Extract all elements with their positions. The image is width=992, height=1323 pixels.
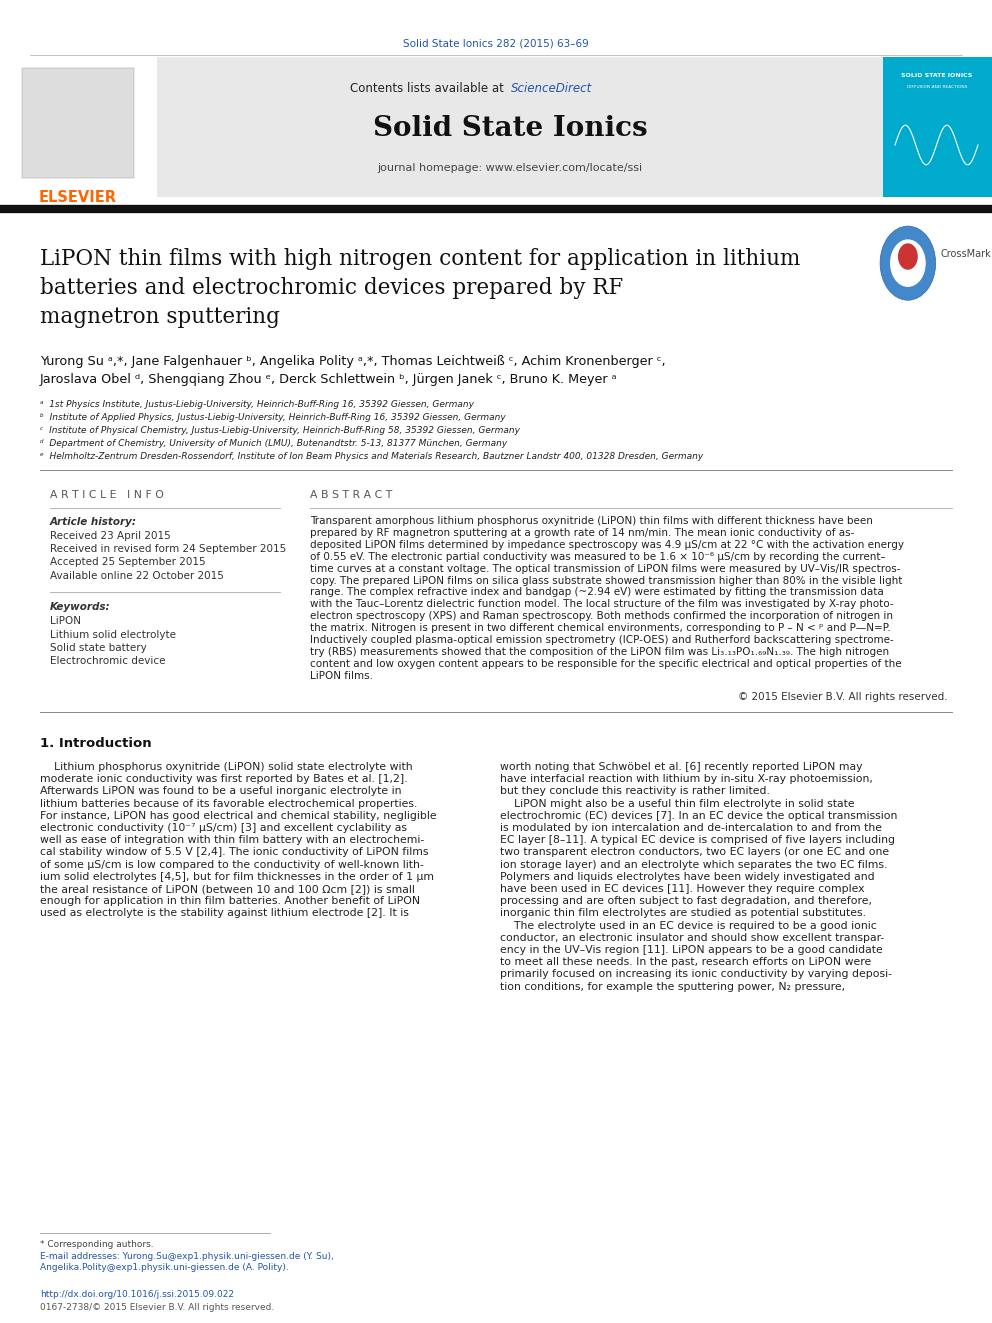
Text: Solid state battery: Solid state battery bbox=[50, 643, 147, 654]
Text: journal homepage: www.elsevier.com/locate/ssi: journal homepage: www.elsevier.com/locat… bbox=[377, 163, 643, 173]
Text: electronic conductivity (10⁻⁷ μS/cm) [3] and excellent cyclability as: electronic conductivity (10⁻⁷ μS/cm) [3]… bbox=[40, 823, 407, 833]
Text: Available online 22 October 2015: Available online 22 October 2015 bbox=[50, 570, 224, 581]
Text: Solid State Ionics 282 (2015) 63–69: Solid State Ionics 282 (2015) 63–69 bbox=[403, 38, 589, 48]
Text: well as ease of integration with thin film battery with an electrochemi-: well as ease of integration with thin fi… bbox=[40, 835, 425, 845]
Text: Lithium solid electrolyte: Lithium solid electrolyte bbox=[50, 630, 176, 639]
Text: Received in revised form 24 September 2015: Received in revised form 24 September 20… bbox=[50, 544, 287, 554]
FancyBboxPatch shape bbox=[22, 67, 134, 179]
Text: inorganic thin film electrolytes are studied as potential substitutes.: inorganic thin film electrolytes are stu… bbox=[500, 909, 866, 918]
Text: to meet all these needs. In the past, research efforts on LiPON were: to meet all these needs. In the past, re… bbox=[500, 958, 871, 967]
Text: batteries and electrochromic devices prepared by RF: batteries and electrochromic devices pre… bbox=[40, 277, 623, 299]
Text: electrochromic (EC) devices [7]. In an EC device the optical transmission: electrochromic (EC) devices [7]. In an E… bbox=[500, 811, 898, 820]
Text: LiPON films.: LiPON films. bbox=[310, 671, 373, 681]
Circle shape bbox=[898, 243, 918, 270]
FancyBboxPatch shape bbox=[155, 57, 883, 197]
Text: is modulated by ion intercalation and de-intercalation to and from the: is modulated by ion intercalation and de… bbox=[500, 823, 882, 833]
Text: copy. The prepared LiPON films on silica glass substrate showed transmission hig: copy. The prepared LiPON films on silica… bbox=[310, 576, 903, 586]
Text: the areal resistance of LiPON (between 10 and 100 Ωcm [2]) is small: the areal resistance of LiPON (between 1… bbox=[40, 884, 415, 894]
Text: CrossMark: CrossMark bbox=[940, 249, 991, 259]
Text: Keywords:: Keywords: bbox=[50, 602, 111, 613]
Text: Solid State Ionics: Solid State Ionics bbox=[373, 115, 648, 142]
Text: enough for application in thin film batteries. Another benefit of LiPON: enough for application in thin film batt… bbox=[40, 896, 421, 906]
Text: For instance, LiPON has good electrical and chemical stability, negligible: For instance, LiPON has good electrical … bbox=[40, 811, 436, 820]
Text: ScienceDirect: ScienceDirect bbox=[511, 82, 592, 95]
Text: ᵃ  1st Physics Institute, Justus-Liebig-University, Heinrich-Buff-Ring 16, 35392: ᵃ 1st Physics Institute, Justus-Liebig-U… bbox=[40, 400, 474, 409]
Text: used as electrolyte is the stability against lithium electrode [2]. It is: used as electrolyte is the stability aga… bbox=[40, 909, 409, 918]
Text: SOLID STATE IONICS: SOLID STATE IONICS bbox=[902, 73, 973, 78]
Text: ELSEVIER: ELSEVIER bbox=[39, 191, 117, 205]
Text: Afterwards LiPON was found to be a useful inorganic electrolyte in: Afterwards LiPON was found to be a usefu… bbox=[40, 786, 402, 796]
Text: 0167-2738/© 2015 Elsevier B.V. All rights reserved.: 0167-2738/© 2015 Elsevier B.V. All right… bbox=[40, 1303, 274, 1312]
Text: moderate ionic conductivity was first reported by Bates et al. [1,2].: moderate ionic conductivity was first re… bbox=[40, 774, 408, 785]
Circle shape bbox=[890, 239, 926, 287]
Text: EC layer [8–11]. A typical EC device is comprised of five layers including: EC layer [8–11]. A typical EC device is … bbox=[500, 835, 895, 845]
Text: LiPON might also be a useful thin film electrolyte in solid state: LiPON might also be a useful thin film e… bbox=[500, 799, 855, 808]
Text: the matrix. Nitrogen is present in two different chemical environments, correspo: the matrix. Nitrogen is present in two d… bbox=[310, 623, 891, 634]
Text: Article history:: Article history: bbox=[50, 517, 137, 527]
Text: Yurong Su ᵃ,*, Jane Falgenhauer ᵇ, Angelika Polity ᵃ,*, Thomas Leichtweiß ᶜ, Ach: Yurong Su ᵃ,*, Jane Falgenhauer ᵇ, Angel… bbox=[40, 355, 666, 368]
Text: two transparent electron conductors, two EC layers (or one EC and one: two transparent electron conductors, two… bbox=[500, 848, 889, 857]
Text: LiPON: LiPON bbox=[50, 617, 81, 626]
FancyBboxPatch shape bbox=[0, 57, 157, 197]
Text: magnetron sputtering: magnetron sputtering bbox=[40, 306, 280, 328]
Text: Transparent amorphous lithium phosphorus oxynitride (LiPON) thin films with diff: Transparent amorphous lithium phosphorus… bbox=[310, 516, 873, 527]
Text: prepared by RF magnetron sputtering at a growth rate of 14 nm/min. The mean ioni: prepared by RF magnetron sputtering at a… bbox=[310, 528, 854, 538]
Text: Received 23 April 2015: Received 23 April 2015 bbox=[50, 531, 171, 541]
Text: electron spectroscopy (XPS) and Raman spectroscopy. Both methods confirmed the i: electron spectroscopy (XPS) and Raman sp… bbox=[310, 611, 893, 622]
Text: Accepted 25 September 2015: Accepted 25 September 2015 bbox=[50, 557, 205, 568]
Text: Contents lists available at: Contents lists available at bbox=[350, 82, 508, 95]
Text: ᶜ  Institute of Physical Chemistry, Justus-Liebig-University, Heinrich-Buff-Ring: ᶜ Institute of Physical Chemistry, Justu… bbox=[40, 426, 520, 435]
Text: ency in the UV–Vis region [11]. LiPON appears to be a good candidate: ency in the UV–Vis region [11]. LiPON ap… bbox=[500, 945, 883, 955]
Text: http://dx.doi.org/10.1016/j.ssi.2015.09.022: http://dx.doi.org/10.1016/j.ssi.2015.09.… bbox=[40, 1290, 234, 1299]
Text: but they conclude this reactivity is rather limited.: but they conclude this reactivity is rat… bbox=[500, 786, 770, 796]
Text: The electrolyte used in an EC device is required to be a good ionic: The electrolyte used in an EC device is … bbox=[500, 921, 877, 930]
Text: Jaroslava Obel ᵈ, Shengqiang Zhou ᵉ, Derck Schlettwein ᵇ, Jürgen Janek ᶜ, Bruno : Jaroslava Obel ᵈ, Shengqiang Zhou ᵉ, Der… bbox=[40, 373, 618, 386]
Text: © 2015 Elsevier B.V. All rights reserved.: © 2015 Elsevier B.V. All rights reserved… bbox=[738, 692, 948, 703]
Text: cal stability window of 5.5 V [2,4]. The ionic conductivity of LiPON films: cal stability window of 5.5 V [2,4]. The… bbox=[40, 848, 429, 857]
Text: primarily focused on increasing its ionic conductivity by varying deposi-: primarily focused on increasing its ioni… bbox=[500, 970, 892, 979]
Text: with the Tauc–Lorentz dielectric function model. The local structure of the film: with the Tauc–Lorentz dielectric functio… bbox=[310, 599, 894, 610]
FancyBboxPatch shape bbox=[883, 57, 992, 197]
Text: A R T I C L E   I N F O: A R T I C L E I N F O bbox=[50, 490, 164, 500]
Text: tion conditions, for example the sputtering power, N₂ pressure,: tion conditions, for example the sputter… bbox=[500, 982, 845, 992]
Text: * Corresponding authors.: * Corresponding authors. bbox=[40, 1240, 154, 1249]
Text: of 0.55 eV. The electronic partial conductivity was measured to be 1.6 × 10⁻⁶ μS: of 0.55 eV. The electronic partial condu… bbox=[310, 552, 886, 562]
Text: content and low oxygen content appears to be responsible for the specific electr: content and low oxygen content appears t… bbox=[310, 659, 902, 669]
Text: 1. Introduction: 1. Introduction bbox=[40, 737, 152, 750]
Text: worth noting that Schwöbel et al. [6] recently reported LiPON may: worth noting that Schwöbel et al. [6] re… bbox=[500, 762, 862, 773]
Text: of some μS/cm is low compared to the conductivity of well-known lith-: of some μS/cm is low compared to the con… bbox=[40, 860, 424, 869]
Text: Angelika.Polity@exp1.physik.uni-giessen.de (A. Polity).: Angelika.Polity@exp1.physik.uni-giessen.… bbox=[40, 1263, 289, 1271]
Text: Inductively coupled plasma-optical emission spectrometry (ICP-OES) and Rutherfor: Inductively coupled plasma-optical emiss… bbox=[310, 635, 894, 646]
Text: conductor, an electronic insulator and should show excellent transpar-: conductor, an electronic insulator and s… bbox=[500, 933, 884, 943]
Text: range. The complex refractive index and bandgap (~2.94 eV) were estimated by fit: range. The complex refractive index and … bbox=[310, 587, 884, 598]
Text: processing and are often subject to fast degradation, and therefore,: processing and are often subject to fast… bbox=[500, 896, 872, 906]
Text: Polymers and liquids electrolytes have been widely investigated and: Polymers and liquids electrolytes have b… bbox=[500, 872, 875, 882]
Text: ion storage layer) and an electrolyte which separates the two EC films.: ion storage layer) and an electrolyte wh… bbox=[500, 860, 888, 869]
Circle shape bbox=[880, 226, 935, 300]
Text: time curves at a constant voltage. The optical transmission of LiPON films were : time curves at a constant voltage. The o… bbox=[310, 564, 901, 574]
Text: lithium batteries because of its favorable electrochemical properties.: lithium batteries because of its favorab… bbox=[40, 799, 418, 808]
Text: try (RBS) measurements showed that the composition of the LiPON film was Li₃.₁₃P: try (RBS) measurements showed that the c… bbox=[310, 647, 889, 658]
Text: DIFFUSION AND REACTIONS: DIFFUSION AND REACTIONS bbox=[907, 85, 967, 89]
Text: A B S T R A C T: A B S T R A C T bbox=[310, 490, 392, 500]
Text: E-mail addresses: Yurong.Su@exp1.physik.uni-giessen.de (Y. Su),: E-mail addresses: Yurong.Su@exp1.physik.… bbox=[40, 1252, 333, 1261]
Text: LiPON thin films with high nitrogen content for application in lithium: LiPON thin films with high nitrogen cont… bbox=[40, 247, 801, 270]
Text: Electrochromic device: Electrochromic device bbox=[50, 656, 166, 667]
Text: deposited LiPON films determined by impedance spectroscopy was 4.9 μS/cm at 22 °: deposited LiPON films determined by impe… bbox=[310, 540, 904, 550]
Text: Lithium phosphorus oxynitride (LiPON) solid state electrolyte with: Lithium phosphorus oxynitride (LiPON) so… bbox=[40, 762, 413, 773]
Text: ium solid electrolytes [4,5], but for film thicknesses in the order of 1 μm: ium solid electrolytes [4,5], but for fi… bbox=[40, 872, 434, 882]
Text: have been used in EC devices [11]. However they require complex: have been used in EC devices [11]. Howev… bbox=[500, 884, 864, 894]
Text: ᵉ  Helmholtz-Zentrum Dresden-Rossendorf, Institute of Ion Beam Physics and Mater: ᵉ Helmholtz-Zentrum Dresden-Rossendorf, … bbox=[40, 452, 703, 460]
Text: ᵈ  Department of Chemistry, University of Munich (LMU), Butenandtstr. 5-13, 8137: ᵈ Department of Chemistry, University of… bbox=[40, 439, 507, 448]
Text: ᵇ  Institute of Applied Physics, Justus-Liebig-University, Heinrich-Buff-Ring 16: ᵇ Institute of Applied Physics, Justus-L… bbox=[40, 413, 506, 422]
Text: have interfacial reaction with lithium by in-situ X-ray photoemission,: have interfacial reaction with lithium b… bbox=[500, 774, 873, 785]
